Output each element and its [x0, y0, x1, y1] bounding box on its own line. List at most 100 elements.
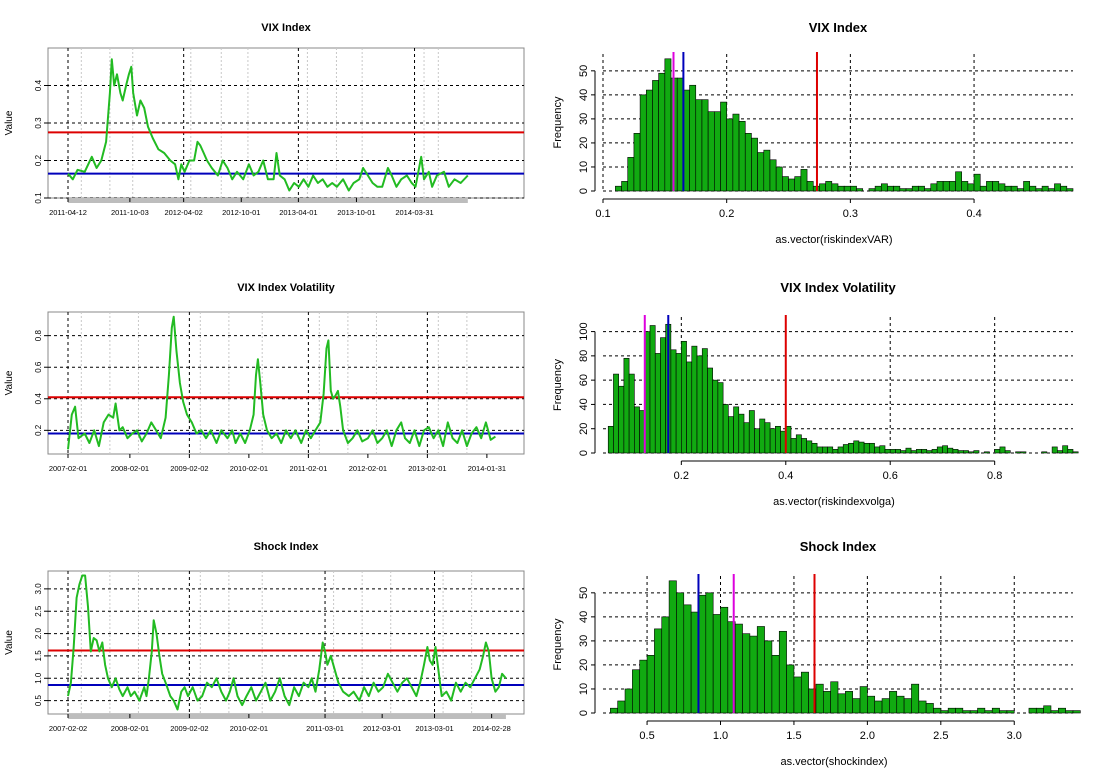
histogram-bar — [712, 379, 719, 454]
y-axis-label: Value — [4, 110, 15, 135]
histogram-bar — [916, 449, 922, 454]
histogram-bar — [652, 80, 659, 192]
histogram-bar — [848, 442, 854, 454]
histogram-bar — [1054, 183, 1061, 192]
histogram-bar — [921, 449, 928, 454]
x-tick-label: 2013-10-01 — [337, 208, 375, 217]
histogram-bar — [973, 450, 980, 454]
histogram-bar — [967, 183, 975, 192]
histogram-bar — [1035, 707, 1044, 714]
histogram-bar — [763, 149, 771, 192]
histogram-bar — [634, 406, 640, 454]
histogram-bar — [815, 683, 824, 714]
histogram-bar — [837, 693, 846, 714]
histogram-bar — [1041, 185, 1049, 192]
x-tick-label: 2014-01-31 — [468, 464, 506, 473]
histogram-bar — [1058, 707, 1066, 714]
histogram-bar — [924, 188, 932, 192]
histogram-bar — [926, 450, 933, 454]
x-tick-label: 1.0 — [713, 730, 728, 742]
histogram-bar — [831, 183, 839, 192]
histogram-bar — [613, 373, 619, 454]
histogram-bar — [1067, 449, 1074, 454]
histogram-bar — [775, 425, 781, 454]
histogram-bar — [1010, 185, 1018, 192]
x-tick-label: 0.2 — [674, 470, 689, 482]
x-tick-label: 2013-04-01 — [279, 208, 317, 217]
histogram-bar — [911, 185, 919, 192]
histogram-bar — [675, 353, 682, 454]
histogram-bar — [689, 84, 697, 192]
histogram-bar — [695, 99, 703, 192]
histogram-bar — [998, 183, 1006, 192]
histogram-bar — [800, 169, 808, 192]
x-tick-label: 0.6 — [883, 470, 898, 482]
histogram-bar — [986, 181, 993, 192]
histogram-bar — [903, 698, 912, 714]
histogram-bar — [837, 446, 844, 454]
histogram-bar — [769, 428, 776, 454]
histogram-bar — [983, 451, 990, 454]
y-tick-label: 0.4 — [34, 393, 43, 405]
histogram-bar — [686, 361, 693, 454]
histogram-bar — [759, 418, 766, 454]
histogram-bar — [775, 166, 783, 192]
histogram-bar — [756, 626, 765, 714]
histogram-bar — [632, 669, 641, 714]
histogram-bar — [850, 185, 857, 192]
x-tick-label: 2014-03-31 — [395, 208, 433, 217]
x-tick-label: 2011-10-03 — [111, 208, 149, 217]
histogram-bar — [751, 137, 758, 192]
histogram-bar — [852, 698, 861, 714]
y-axis-label: Frequency — [552, 618, 564, 670]
histogram-bar — [879, 445, 886, 454]
y-tick-label: 40 — [578, 611, 590, 623]
y-tick-label: 0.1 — [34, 192, 43, 204]
histogram-bar — [905, 188, 913, 192]
y-axis-label: Frequency — [552, 96, 564, 148]
histogram-bar — [771, 655, 780, 714]
histogram-bar — [830, 681, 839, 714]
x-tick-label: 0.1 — [595, 208, 610, 220]
x-axis-label: as.vector(shockindex) — [781, 756, 888, 768]
y-tick-label: 10 — [578, 161, 590, 173]
chart-title: VIX Index — [809, 20, 868, 35]
histogram-bar — [1072, 451, 1079, 454]
histogram-bar — [683, 604, 692, 714]
histogram-bar — [668, 580, 677, 714]
x-tick-label: 2010-02-01 — [230, 724, 268, 733]
histogram-bar — [1004, 185, 1012, 192]
histogram-bar — [744, 133, 752, 192]
histogram-bar — [1020, 451, 1027, 454]
histogram-bar — [931, 449, 938, 454]
x-tick-label: 2007-02-01 — [49, 464, 87, 473]
histogram-bar — [1041, 451, 1048, 454]
histogram-bar — [806, 181, 814, 192]
histogram-bar — [942, 445, 948, 454]
histogram-bar — [884, 449, 891, 454]
y-tick-label: 0.5 — [34, 694, 43, 706]
histogram-bar — [905, 447, 912, 454]
histogram-bar — [615, 185, 622, 192]
histogram-bar — [701, 99, 709, 192]
histogram-bar — [1017, 188, 1024, 192]
histogram-bar — [947, 447, 954, 454]
x-tick-label: 2013-03-01 — [415, 724, 453, 733]
histogram-bar — [738, 413, 745, 454]
histogram-bar — [676, 592, 685, 714]
histogram-bar — [845, 691, 853, 714]
histogram-bar — [618, 385, 625, 454]
histogram-bar — [691, 345, 698, 454]
y-tick-label: 0 — [578, 188, 590, 194]
x-tick-label: 0.8 — [987, 470, 1002, 482]
histogram-bar — [858, 441, 865, 454]
histogram-bar — [1029, 185, 1037, 192]
histogram-bar — [707, 111, 715, 192]
histogram-bar — [690, 611, 699, 714]
histogram-bar — [732, 113, 740, 192]
histogram-bar — [801, 438, 807, 454]
y-tick-label: 0 — [578, 450, 590, 456]
histogram-bar — [627, 157, 635, 192]
histogram-bar — [874, 185, 882, 192]
